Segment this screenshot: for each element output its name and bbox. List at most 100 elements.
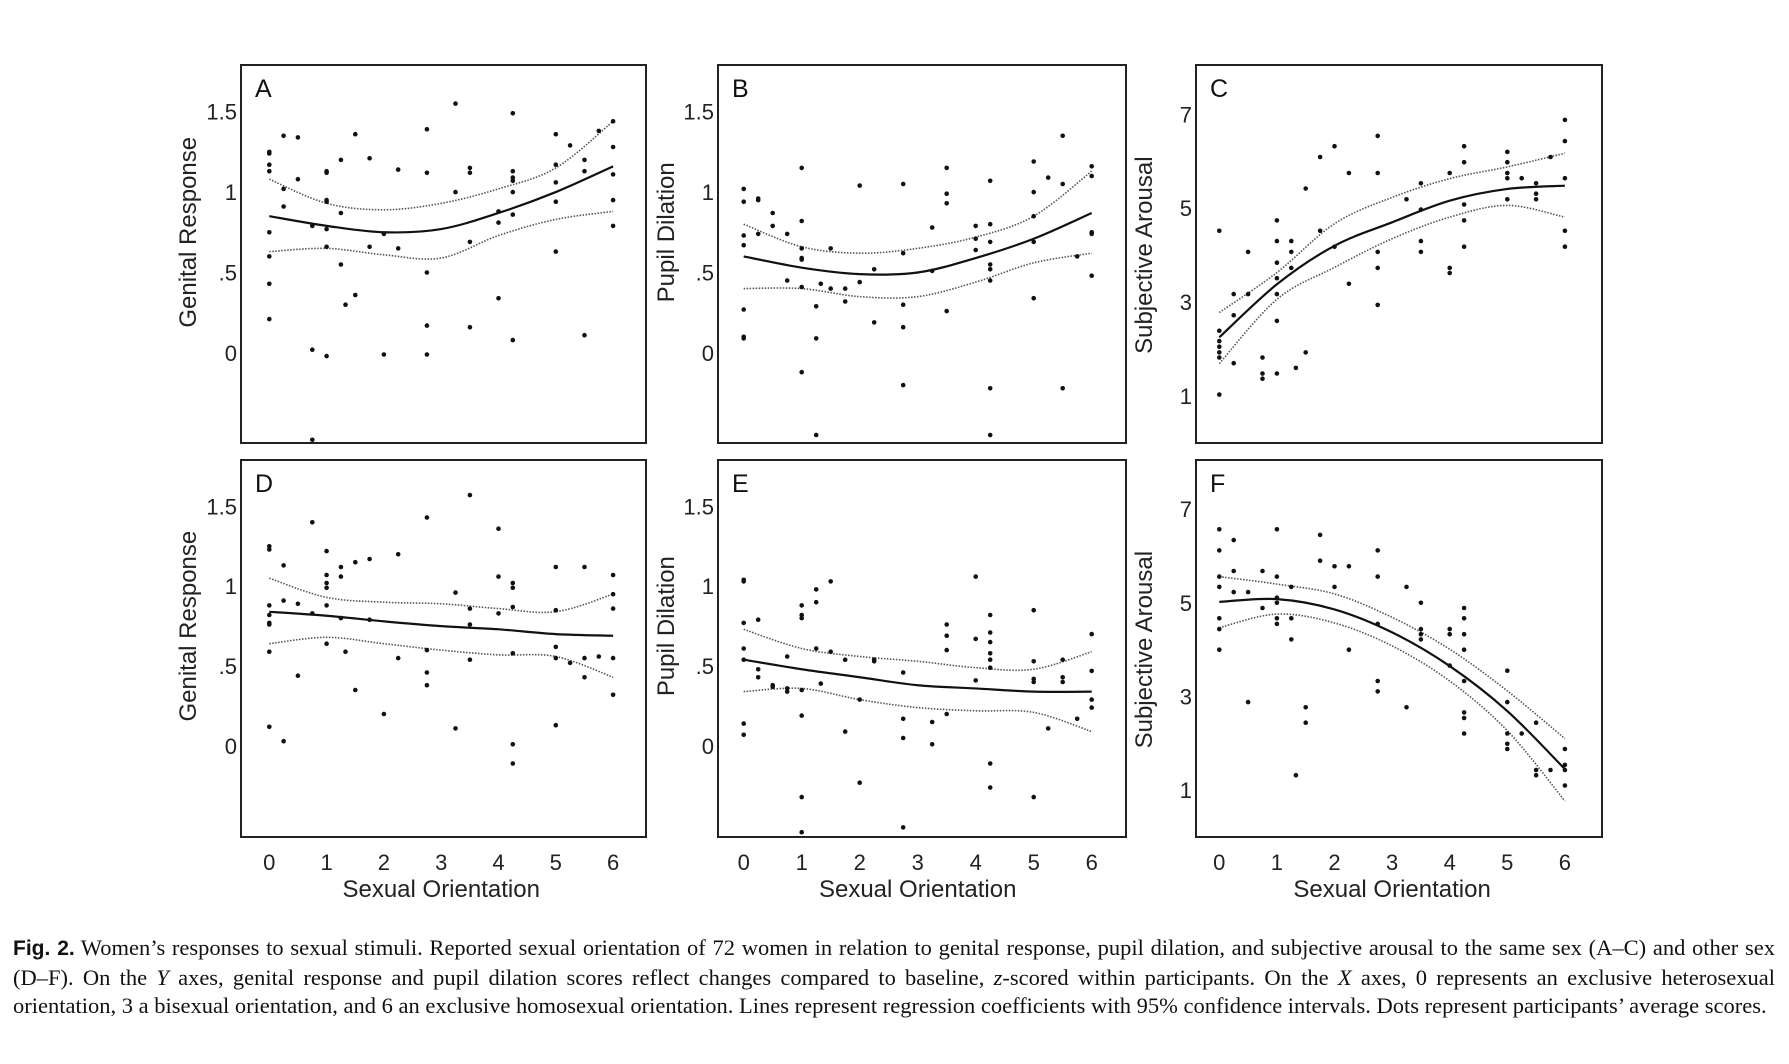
ci-lower-line: [1219, 613, 1566, 802]
data-point: [973, 678, 978, 683]
data-point: [567, 143, 573, 148]
data-point: [610, 655, 616, 661]
data-point: [1332, 584, 1337, 590]
data-point: [1217, 616, 1222, 621]
data-point: [496, 526, 501, 531]
data-point: [1060, 386, 1065, 391]
data-point: [1346, 170, 1352, 176]
data-point: [1217, 350, 1222, 355]
data-point: [267, 544, 272, 549]
data-point: [1346, 647, 1352, 652]
data-point: [381, 352, 387, 357]
data-point: [929, 719, 935, 725]
data-point: [267, 254, 272, 259]
regression-line: [743, 211, 1093, 276]
data-point: [610, 144, 616, 150]
data-point: [324, 585, 329, 591]
data-point: [1461, 731, 1467, 736]
data-point: [1231, 537, 1236, 543]
panel-label: C: [1210, 75, 1228, 103]
y-tick-label: 1: [1180, 384, 1192, 409]
data-point: [510, 111, 516, 116]
data-point: [582, 675, 587, 680]
data-point: [1245, 249, 1251, 255]
data-point: [1231, 291, 1236, 297]
data-point: [281, 738, 286, 744]
data-point: [510, 212, 516, 217]
y-tick-label: 1.5: [683, 494, 714, 519]
data-point: [424, 323, 430, 328]
data-point: [310, 437, 315, 443]
data-point: [267, 151, 272, 156]
data-point: [973, 636, 978, 642]
data-point: [842, 299, 848, 304]
y-axis-label: Subjective Arousal: [1131, 551, 1158, 748]
ci-lower-line: [269, 210, 614, 260]
data-point: [338, 615, 344, 621]
data-point: [799, 218, 804, 224]
data-point: [567, 660, 573, 666]
data-point: [818, 681, 824, 686]
data-point: [610, 692, 616, 698]
data-point: [453, 726, 458, 731]
data-point: [1060, 679, 1065, 685]
data-point: [1060, 133, 1065, 139]
data-point: [1293, 365, 1299, 371]
data-point: [1231, 360, 1236, 366]
data-point: [424, 515, 430, 520]
data-point: [770, 684, 775, 690]
data-point: [741, 186, 746, 192]
data-point: [281, 598, 286, 603]
y-axis-label: Genital Response: [175, 531, 202, 722]
data-point: [741, 307, 746, 312]
caption-italic-x: X: [1337, 964, 1352, 990]
data-point: [610, 197, 616, 203]
data-point: [1217, 338, 1222, 344]
data-point: [1375, 265, 1380, 271]
x-tick-label: 5: [1501, 850, 1513, 875]
x-tick-label: 1: [1271, 850, 1283, 875]
data-point: [1562, 228, 1568, 234]
data-point: [755, 197, 761, 203]
data-point: [310, 347, 315, 353]
data-point: [1089, 705, 1094, 710]
ci-lower-line: [269, 636, 614, 679]
data-point: [944, 633, 949, 638]
data-point: [1031, 239, 1036, 245]
y-tick-label: 1.5: [683, 100, 714, 125]
data-point: [381, 711, 387, 717]
data-point: [496, 295, 501, 301]
data-point: [1461, 678, 1467, 684]
data-point: [496, 611, 501, 616]
ci-lower-line: [743, 687, 1092, 733]
data-point: [395, 246, 401, 251]
data-point: [510, 189, 516, 195]
data-point: [1375, 689, 1380, 694]
data-point: [1562, 244, 1568, 249]
data-point: [353, 292, 358, 298]
data-point: [1375, 133, 1380, 139]
data-point: [1548, 154, 1553, 160]
data-point: [1332, 244, 1337, 249]
data-point: [343, 302, 348, 308]
data-point: [900, 382, 906, 388]
data-point: [324, 226, 329, 232]
data-point: [1447, 663, 1452, 668]
y-tick-label: 0: [225, 734, 237, 759]
data-point: [1548, 767, 1553, 773]
data-point: [467, 170, 473, 176]
data-point: [842, 729, 848, 734]
data-point: [741, 233, 746, 238]
ci-upper-line: [1219, 575, 1566, 740]
data-point: [987, 761, 993, 766]
plot-frame: [1195, 64, 1603, 444]
panel-label: D: [255, 470, 273, 498]
data-point: [857, 697, 862, 702]
data-point: [1404, 197, 1409, 202]
y-tick-label: 0: [225, 341, 237, 366]
data-point: [755, 675, 761, 680]
data-point: [353, 559, 358, 565]
data-point: [871, 267, 877, 272]
data-point: [987, 785, 993, 790]
data-point: [1289, 584, 1294, 590]
